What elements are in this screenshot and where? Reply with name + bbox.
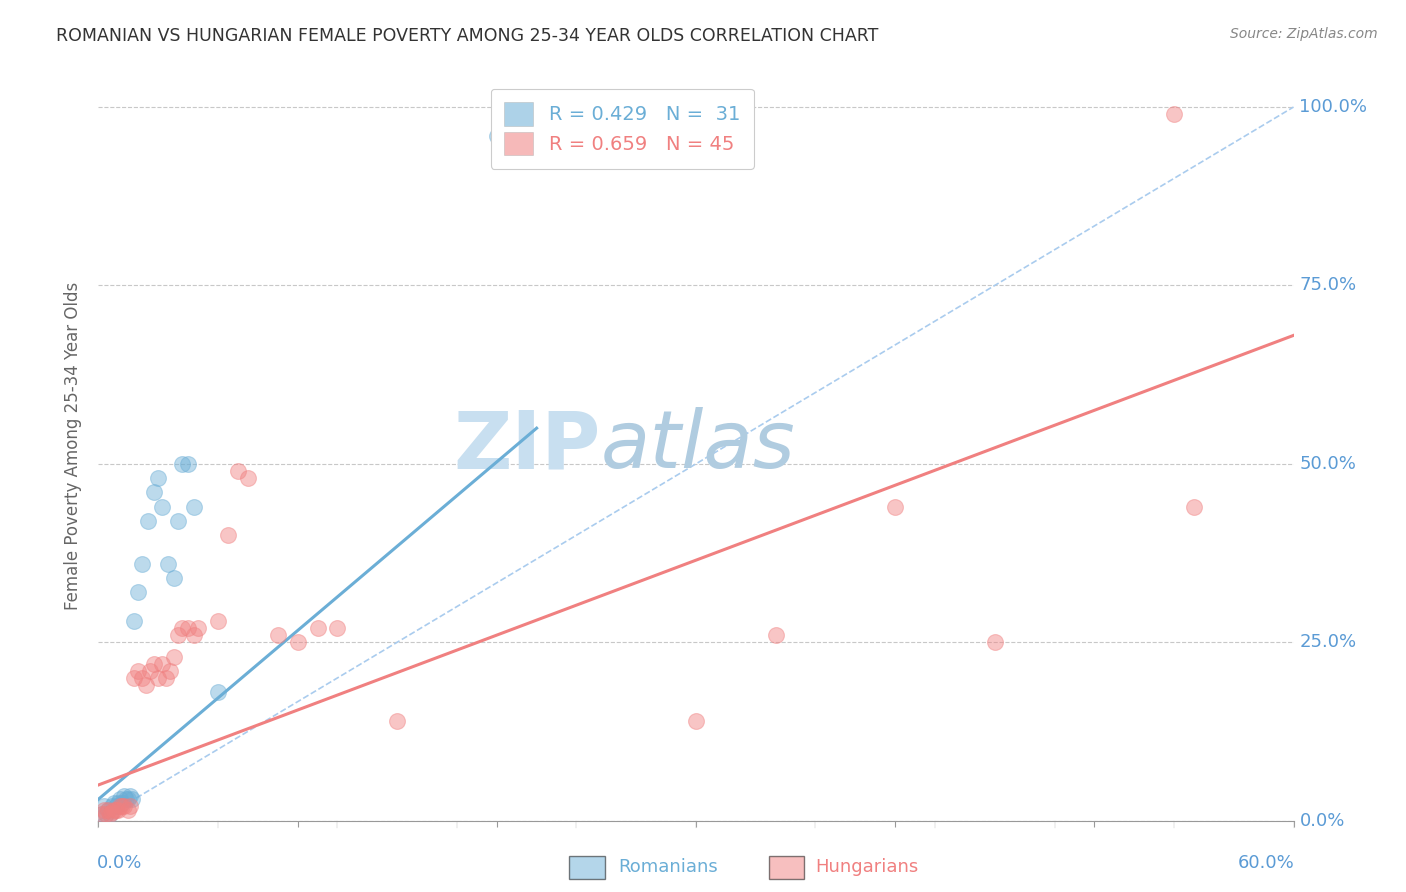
- Point: [98, 806, 122, 821]
- Point: [131, 557, 153, 571]
- Point: [110, 799, 132, 814]
- Point: [103, 796, 125, 810]
- Point: [155, 671, 177, 685]
- Text: 60.0%: 60.0%: [1237, 855, 1295, 872]
- Point: [127, 664, 149, 678]
- Point: [101, 799, 124, 814]
- Point: [143, 485, 166, 500]
- Point: [157, 557, 180, 571]
- Point: [112, 799, 135, 814]
- Point: [207, 685, 229, 699]
- Text: Source: ZipAtlas.com: Source: ZipAtlas.com: [1230, 27, 1378, 41]
- Point: [117, 803, 139, 817]
- Text: Romanians: Romanians: [619, 858, 718, 876]
- Point: [287, 635, 309, 649]
- Point: [121, 792, 143, 806]
- Point: [150, 657, 173, 671]
- Point: [91, 806, 114, 821]
- Text: Hungarians: Hungarians: [815, 858, 918, 876]
- Point: [150, 500, 173, 514]
- Point: [136, 514, 159, 528]
- Point: [135, 678, 157, 692]
- Point: [124, 671, 146, 685]
- Point: [127, 585, 149, 599]
- Point: [172, 457, 194, 471]
- Point: [163, 571, 186, 585]
- Point: [485, 128, 508, 143]
- Point: [307, 621, 329, 635]
- Text: 50.0%: 50.0%: [1299, 455, 1357, 473]
- Point: [236, 471, 259, 485]
- Text: 100.0%: 100.0%: [1299, 98, 1368, 116]
- Point: [124, 614, 146, 628]
- Text: 75.0%: 75.0%: [1299, 277, 1357, 294]
- Point: [117, 792, 139, 806]
- Point: [97, 803, 120, 817]
- Point: [183, 628, 205, 642]
- Point: [96, 806, 118, 821]
- Point: [101, 805, 124, 819]
- Point: [96, 806, 118, 821]
- Point: [93, 803, 115, 817]
- Point: [110, 792, 132, 806]
- Point: [105, 799, 128, 814]
- Point: [1163, 107, 1185, 121]
- Point: [111, 799, 134, 814]
- Point: [97, 803, 120, 817]
- Point: [167, 514, 190, 528]
- Point: [187, 621, 209, 635]
- Point: [148, 671, 170, 685]
- Point: [148, 471, 170, 485]
- Point: [115, 792, 138, 806]
- Point: [984, 635, 1007, 649]
- Text: 0.0%: 0.0%: [1299, 812, 1346, 830]
- Point: [177, 457, 200, 471]
- Point: [765, 628, 787, 642]
- Point: [111, 796, 134, 810]
- Point: [207, 614, 229, 628]
- Text: 25.0%: 25.0%: [1299, 633, 1357, 651]
- Point: [91, 806, 114, 821]
- Point: [103, 803, 125, 817]
- Point: [143, 657, 166, 671]
- Point: [120, 789, 142, 803]
- Point: [177, 621, 200, 635]
- Point: [107, 803, 129, 817]
- Point: [167, 628, 190, 642]
- Point: [183, 500, 205, 514]
- Point: [326, 621, 349, 635]
- Point: [139, 664, 162, 678]
- Point: [107, 796, 129, 810]
- Point: [884, 500, 907, 514]
- Point: [93, 799, 115, 814]
- Point: [131, 671, 153, 685]
- Point: [98, 806, 122, 821]
- Point: [120, 799, 142, 814]
- Legend: R = 0.429   N =  31, R = 0.659   N = 45: R = 0.429 N = 31, R = 0.659 N = 45: [491, 88, 754, 169]
- Text: atlas: atlas: [600, 407, 796, 485]
- Point: [267, 628, 290, 642]
- Text: 0.0%: 0.0%: [97, 855, 142, 872]
- Point: [385, 714, 409, 728]
- Y-axis label: Female Poverty Among 25-34 Year Olds: Female Poverty Among 25-34 Year Olds: [65, 282, 83, 610]
- Point: [163, 649, 186, 664]
- Point: [112, 789, 135, 803]
- Point: [1182, 500, 1205, 514]
- Point: [217, 528, 239, 542]
- Point: [226, 464, 249, 478]
- Text: ZIP: ZIP: [453, 407, 600, 485]
- Point: [105, 803, 128, 817]
- Point: [172, 621, 194, 635]
- Text: ROMANIAN VS HUNGARIAN FEMALE POVERTY AMONG 25-34 YEAR OLDS CORRELATION CHART: ROMANIAN VS HUNGARIAN FEMALE POVERTY AMO…: [56, 27, 879, 45]
- Point: [159, 664, 181, 678]
- Point: [685, 714, 707, 728]
